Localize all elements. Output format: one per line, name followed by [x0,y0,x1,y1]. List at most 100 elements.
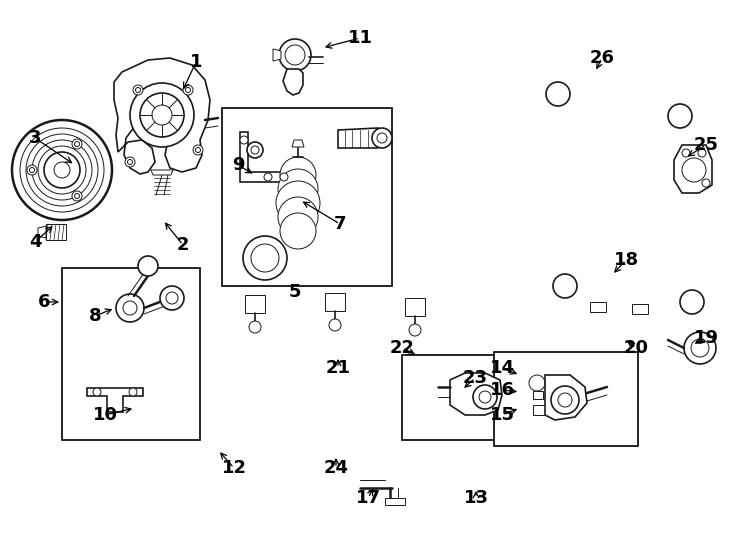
Text: 24: 24 [324,459,349,477]
Circle shape [409,324,421,336]
Polygon shape [46,224,66,240]
Circle shape [74,193,79,199]
Polygon shape [273,49,281,61]
Circle shape [74,141,79,146]
Circle shape [116,294,144,322]
Circle shape [72,191,82,201]
Bar [494,352,638,446]
Circle shape [551,386,579,414]
Text: 19: 19 [694,329,719,347]
Text: 25: 25 [694,136,719,154]
Text: 17: 17 [355,489,380,507]
Circle shape [280,157,316,193]
Circle shape [243,236,287,280]
Circle shape [473,385,497,409]
Text: 11: 11 [347,29,372,47]
Circle shape [329,319,341,331]
Circle shape [479,391,491,403]
Circle shape [280,173,288,181]
Circle shape [377,133,387,143]
Text: 8: 8 [89,307,101,325]
Polygon shape [38,226,46,238]
Polygon shape [292,140,304,147]
Bar [62,268,200,440]
Text: 10: 10 [92,406,117,424]
Text: 15: 15 [490,406,515,424]
Circle shape [130,83,194,147]
Text: 7: 7 [334,215,346,233]
Circle shape [166,292,178,304]
Text: 22: 22 [390,339,415,357]
Polygon shape [151,170,173,175]
Circle shape [702,179,710,187]
Text: 14: 14 [490,359,515,377]
Circle shape [249,321,261,333]
Circle shape [682,158,706,182]
Circle shape [372,128,392,148]
Circle shape [140,93,184,137]
Circle shape [278,169,318,209]
Polygon shape [632,304,648,314]
Circle shape [125,157,135,167]
Circle shape [27,165,37,175]
Circle shape [195,147,200,152]
Polygon shape [545,375,587,420]
Polygon shape [533,391,543,399]
Polygon shape [674,145,712,193]
Circle shape [251,244,279,272]
Polygon shape [283,69,303,95]
Circle shape [698,149,706,157]
Polygon shape [450,373,502,415]
Text: 3: 3 [29,129,41,147]
Circle shape [136,87,140,92]
Bar [402,355,542,440]
Text: 21: 21 [325,359,351,377]
Polygon shape [338,128,382,148]
Polygon shape [240,132,295,182]
Text: 12: 12 [222,459,247,477]
Circle shape [285,45,305,65]
Circle shape [276,181,320,225]
Circle shape [183,85,193,95]
Polygon shape [325,293,345,311]
Text: 2: 2 [177,236,189,254]
Polygon shape [533,405,545,415]
Circle shape [160,286,184,310]
Circle shape [251,146,259,154]
Text: 4: 4 [29,233,41,251]
Circle shape [558,393,572,407]
Circle shape [240,136,248,144]
Circle shape [12,120,112,220]
Circle shape [264,173,272,181]
Circle shape [93,388,101,396]
Polygon shape [138,414,150,424]
Circle shape [280,213,316,249]
Text: 16: 16 [490,381,515,399]
Circle shape [186,87,191,92]
Text: 5: 5 [288,283,301,301]
Polygon shape [385,498,405,505]
Circle shape [684,332,716,364]
Circle shape [128,159,133,165]
Circle shape [682,149,690,157]
Polygon shape [245,295,265,313]
Polygon shape [87,388,143,412]
Circle shape [29,167,34,172]
Circle shape [44,152,80,188]
Circle shape [691,339,709,357]
Circle shape [247,142,263,158]
Circle shape [133,85,143,95]
Circle shape [553,274,577,298]
Text: 13: 13 [463,489,489,507]
Circle shape [546,82,570,106]
Circle shape [54,162,70,178]
Text: 1: 1 [190,53,203,71]
Text: 18: 18 [614,251,639,269]
Circle shape [193,145,203,155]
Polygon shape [114,58,210,174]
Polygon shape [405,298,425,316]
Circle shape [680,290,704,314]
Circle shape [279,39,311,71]
Bar [222,108,392,286]
Text: 9: 9 [232,156,244,174]
